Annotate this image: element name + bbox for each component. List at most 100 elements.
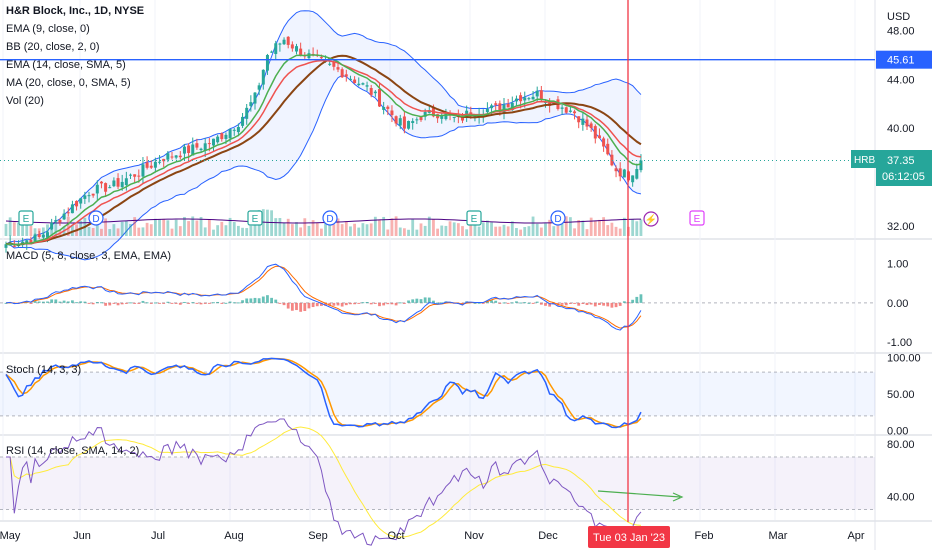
candle[interactable] — [560, 107, 564, 109]
candle[interactable] — [531, 96, 535, 100]
candle[interactable] — [4, 244, 8, 248]
candle[interactable] — [286, 36, 290, 45]
stoch-label[interactable]: Stoch (14, 3, 3) — [6, 364, 82, 376]
candle[interactable] — [265, 54, 269, 71]
candle[interactable] — [158, 161, 162, 163]
candle[interactable] — [614, 168, 618, 172]
candle[interactable] — [568, 110, 572, 112]
candle[interactable] — [577, 116, 581, 123]
candle[interactable] — [485, 109, 489, 113]
candle[interactable] — [361, 83, 365, 85]
candle[interactable] — [378, 89, 381, 107]
candle[interactable] — [494, 103, 498, 105]
rsi-label[interactable]: RSI (14, close, SMA, 14, 2) — [6, 445, 140, 457]
candle[interactable] — [212, 138, 215, 146]
legend-ma20[interactable]: MA (20, close, 0, SMA, 5) — [6, 77, 131, 89]
candle[interactable] — [415, 119, 419, 121]
candle[interactable] — [253, 92, 257, 104]
candle[interactable] — [585, 119, 589, 127]
candle[interactable] — [344, 74, 348, 77]
candle[interactable] — [573, 111, 577, 114]
candle[interactable] — [348, 78, 352, 80]
candle[interactable] — [12, 246, 16, 248]
candle[interactable] — [295, 46, 298, 52]
candle[interactable] — [166, 153, 170, 160]
legend-ema9[interactable]: EMA (9, close, 0) — [6, 23, 90, 35]
candle[interactable] — [153, 161, 157, 168]
candle[interactable] — [564, 107, 568, 113]
rsi-ma-line[interactable] — [6, 426, 641, 538]
stoch-k-line[interactable] — [5, 357, 642, 429]
legend-ema14[interactable]: EMA (14, close, SMA, 5) — [6, 59, 126, 71]
candle[interactable] — [610, 154, 614, 166]
candle[interactable] — [514, 98, 518, 102]
candle[interactable] — [46, 232, 49, 238]
candle[interactable] — [535, 90, 539, 97]
candle[interactable] — [41, 234, 45, 238]
candle[interactable] — [369, 88, 373, 95]
candle[interactable] — [70, 204, 74, 214]
candle[interactable] — [282, 39, 286, 45]
candle[interactable] — [490, 105, 494, 109]
candle[interactable] — [228, 129, 232, 139]
candle[interactable] — [87, 195, 91, 197]
candle[interactable] — [104, 183, 108, 192]
candle[interactable] — [469, 112, 473, 115]
candle[interactable] — [270, 51, 274, 53]
dividend-marker[interactable] — [322, 210, 338, 226]
candle[interactable] — [187, 145, 191, 153]
candle[interactable] — [50, 222, 54, 230]
candle[interactable] — [83, 195, 87, 199]
candle[interactable] — [216, 136, 220, 143]
candle[interactable] — [66, 212, 70, 214]
candle[interactable] — [440, 116, 444, 119]
candle[interactable] — [365, 85, 369, 87]
legend-bb[interactable]: BB (20, close, 2, 0) — [6, 41, 100, 53]
candle[interactable] — [91, 193, 95, 196]
candle[interactable] — [174, 155, 178, 158]
ema14-line[interactable] — [5, 59, 642, 246]
candle[interactable] — [129, 174, 132, 176]
candle[interactable] — [527, 98, 531, 100]
candle[interactable] — [373, 91, 377, 94]
candle[interactable] — [62, 213, 66, 220]
candle[interactable] — [261, 69, 265, 85]
candle[interactable] — [290, 44, 294, 49]
candle[interactable] — [37, 234, 41, 238]
candle[interactable] — [120, 181, 124, 188]
candle[interactable] — [593, 126, 597, 139]
ema9-line[interactable] — [5, 54, 642, 246]
legend-vol[interactable]: Vol (20) — [6, 95, 44, 107]
candle[interactable] — [390, 110, 394, 116]
bb-lower-line[interactable] — [5, 74, 642, 261]
candle[interactable] — [54, 219, 58, 222]
candle[interactable] — [207, 143, 211, 145]
candle[interactable] — [236, 127, 240, 133]
candle[interactable] — [606, 143, 610, 155]
candle[interactable] — [411, 121, 415, 123]
candle[interactable] — [257, 85, 261, 90]
candle[interactable] — [639, 160, 643, 171]
earnings-marker[interactable] — [689, 210, 705, 226]
dividend-marker[interactable] — [88, 210, 104, 226]
candle[interactable] — [386, 106, 390, 109]
candle[interactable] — [178, 155, 182, 158]
candle[interactable] — [182, 146, 186, 154]
candle[interactable] — [328, 63, 332, 65]
candle[interactable] — [274, 43, 278, 54]
candle[interactable] — [199, 148, 203, 151]
candle[interactable] — [79, 198, 83, 204]
candle[interactable] — [249, 102, 253, 107]
candle[interactable] — [149, 165, 153, 168]
candle[interactable] — [597, 135, 601, 139]
split-marker[interactable] — [643, 211, 659, 227]
ma20-line[interactable] — [5, 54, 642, 246]
candle[interactable] — [203, 143, 207, 151]
candle[interactable] — [112, 180, 116, 187]
candle[interactable] — [124, 178, 128, 186]
earnings-marker[interactable] — [247, 210, 263, 226]
candle[interactable] — [519, 95, 523, 102]
bb-upper-line[interactable] — [5, 10, 642, 245]
dividend-marker[interactable] — [550, 210, 566, 226]
candle[interactable] — [498, 103, 502, 111]
